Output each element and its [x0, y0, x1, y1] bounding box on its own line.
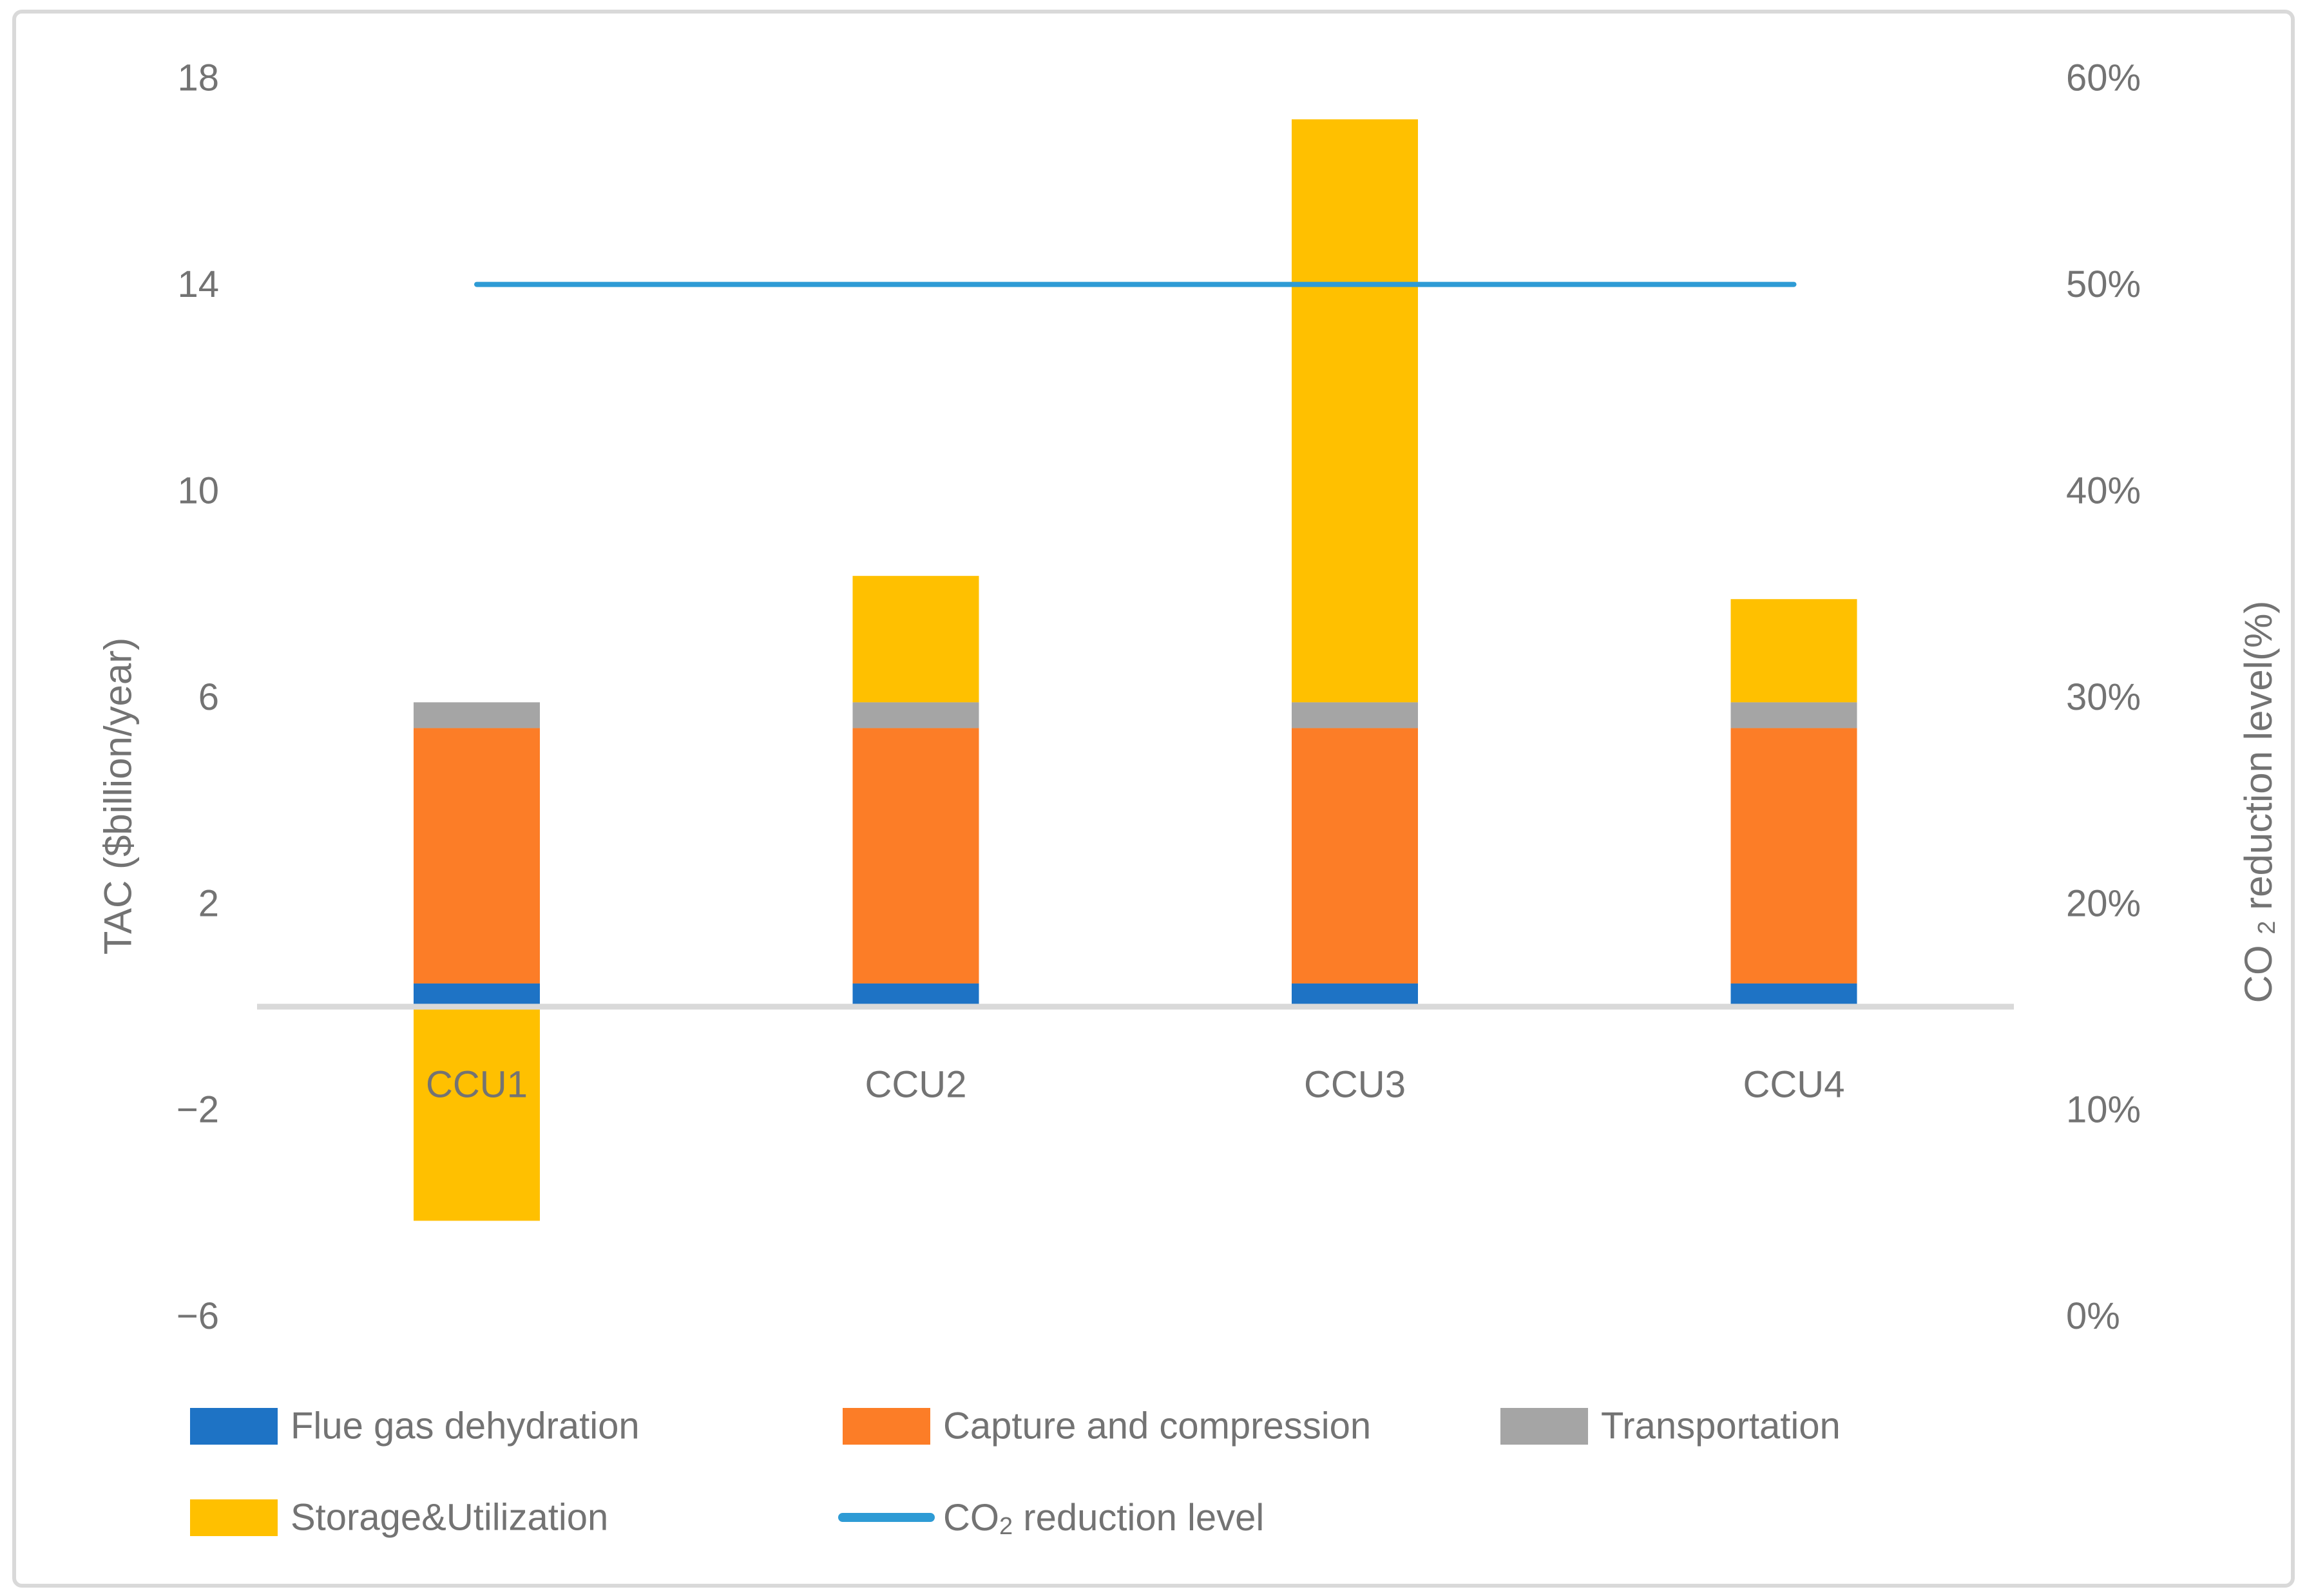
bar-segment-ccu2-capture-and-compression: [852, 728, 979, 983]
left-axis-title: TAC ($billion/year): [97, 638, 140, 955]
legend-swatch-transportation: [1500, 1408, 1588, 1445]
right-axis-tick-label: 0%: [2066, 1295, 2120, 1337]
right-axis-tick-label: 40%: [2066, 470, 2141, 512]
legend-label: CO2 reduction level: [943, 1497, 1264, 1541]
bar-segment-ccu4-transportation: [1730, 702, 1857, 728]
bar-segment-ccu3-transportation: [1292, 702, 1418, 728]
bar-segment-ccu1-transportation: [414, 702, 540, 728]
right-axis-title-suffix: reduction level(%): [2237, 601, 2280, 910]
bar-segment-ccu3-flue-gas-dehydration: [1292, 983, 1418, 1007]
left-axis-tick-label: 18: [177, 57, 219, 99]
bar-segment-ccu2-storage-utilization: [852, 576, 979, 703]
legend-label-part: CO: [943, 1497, 999, 1539]
right-axis-tick-label: 60%: [2066, 57, 2141, 99]
legend-label: Flue gas dehydration: [291, 1405, 640, 1447]
right-axis-tick-label: 30%: [2066, 676, 2141, 718]
legend-label: Storage&Utilization: [291, 1497, 608, 1539]
category-label-ccu3: CCU3: [1304, 1064, 1406, 1106]
legend-label-part: 2: [999, 1513, 1013, 1540]
bar-segment-ccu3-storage-utilization: [1292, 119, 1418, 703]
category-axis-labels: CCU1 CCU2 CCU3 CCU4: [426, 1064, 1844, 1106]
right-axis-title-prefix: CO: [2237, 945, 2280, 1003]
category-label-ccu1: CCU1: [426, 1064, 528, 1106]
left-axis-tick-label: 6: [198, 676, 219, 718]
bar-segment-ccu3-capture-and-compression: [1292, 728, 1418, 983]
legend-label-part: reduction level: [1013, 1497, 1264, 1539]
left-axis-tick-labels: 18 14 10 6 2 −2 −6: [177, 57, 219, 1337]
bar-segment-ccu2-flue-gas-dehydration: [852, 983, 979, 1007]
legend-label: Transportation: [1601, 1405, 1841, 1447]
bar-segment-ccu1-capture-and-compression: [414, 728, 540, 983]
right-axis-title: CO 2 reduction level(%): [2237, 601, 2289, 1003]
left-axis-tick-label: −6: [177, 1295, 219, 1337]
bar-segment-ccu1-flue-gas-dehydration: [414, 983, 540, 1007]
legend-swatch-capture-and-compression: [843, 1408, 930, 1445]
legend-swatch-storage-utilization: [190, 1499, 278, 1536]
left-axis-tick-label: −2: [177, 1089, 219, 1131]
left-axis-tick-label: 10: [177, 470, 219, 512]
right-axis-tick-label: 50%: [2066, 263, 2141, 305]
legend-label: Capture and compression: [943, 1405, 1371, 1447]
right-axis-tick-label: 20%: [2066, 882, 2141, 924]
category-label-ccu2: CCU2: [865, 1064, 967, 1106]
bar-segment-ccu4-flue-gas-dehydration: [1730, 983, 1857, 1007]
bar-segment-ccu2-transportation: [852, 702, 979, 728]
right-axis-tick-labels: 60% 50% 40% 30% 20% 10% 0%: [2066, 57, 2141, 1337]
bar-segment-ccu4-storage-utilization: [1730, 599, 1857, 703]
figure-border: [12, 10, 2295, 1588]
bar-segment-ccu4-capture-and-compression: [1730, 728, 1857, 983]
bar-series-group: [414, 119, 1857, 1221]
legend-swatch-flue-gas-dehydration: [190, 1408, 278, 1445]
category-label-ccu4: CCU4: [1743, 1064, 1845, 1106]
right-axis-title-subscript: 2: [2254, 921, 2281, 935]
left-axis-tick-label: 14: [177, 263, 219, 305]
right-axis-tick-label: 10%: [2066, 1089, 2141, 1131]
bar-segment-ccu1-storage-utilization: [414, 1007, 540, 1221]
legend: Flue gas dehydration Capture and compress…: [190, 1405, 1841, 1541]
left-axis-tick-label: 2: [198, 882, 219, 924]
